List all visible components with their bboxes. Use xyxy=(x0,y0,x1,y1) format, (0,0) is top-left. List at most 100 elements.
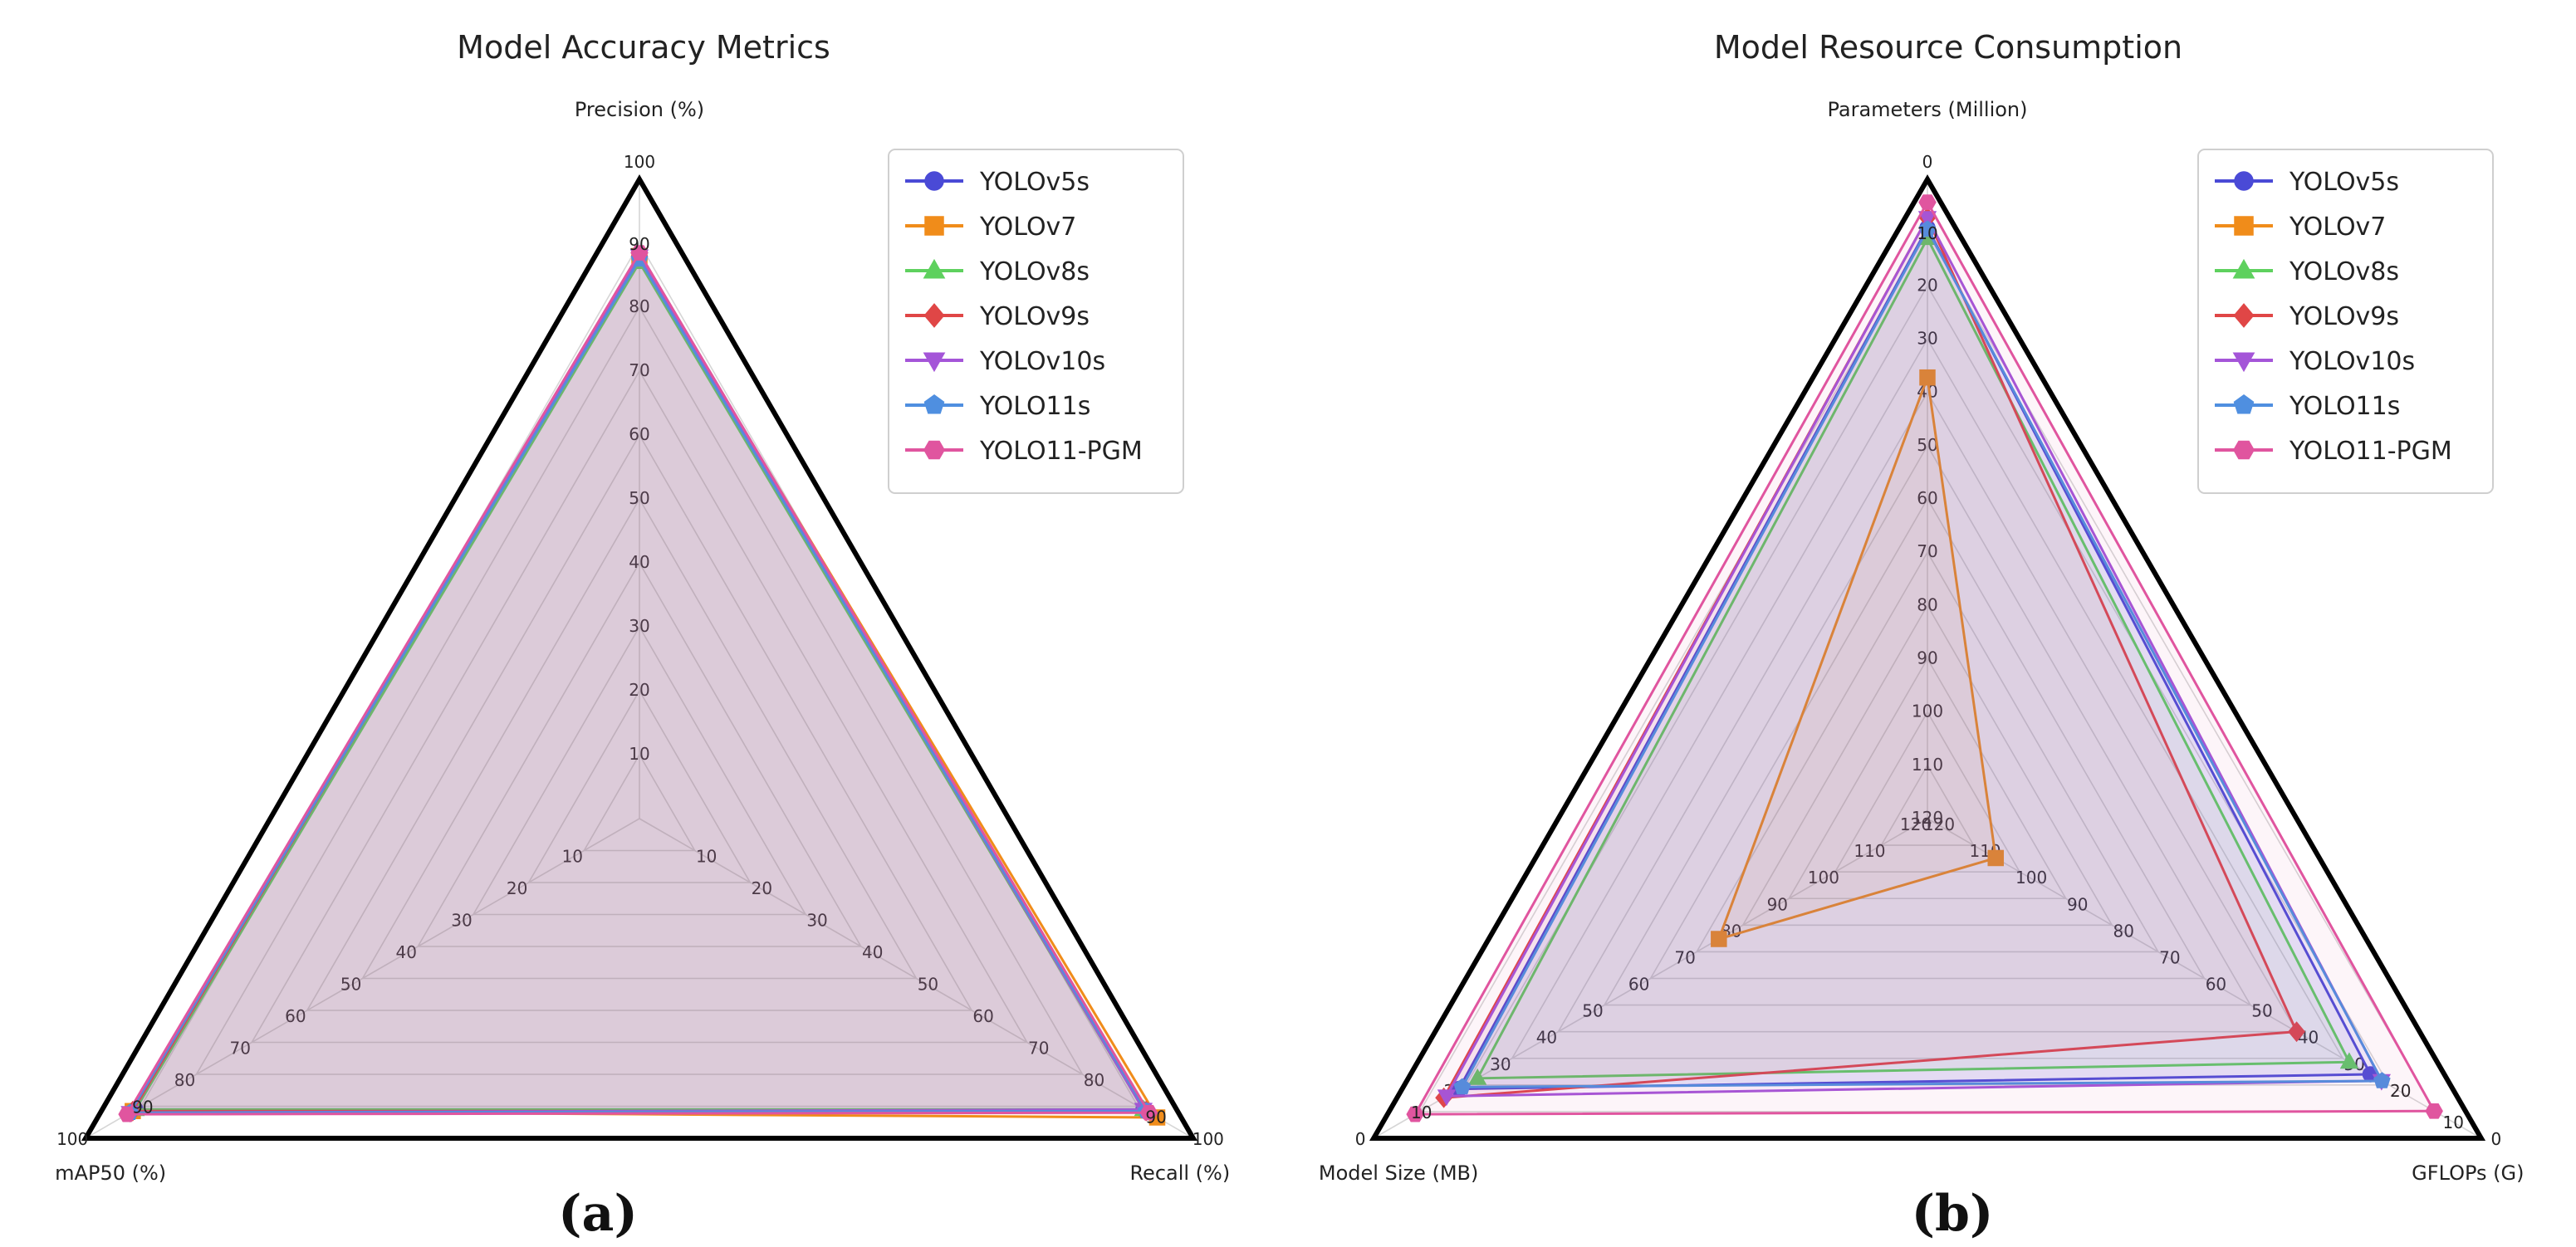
tick-label: 60 xyxy=(629,424,649,444)
legend-marker xyxy=(2232,352,2255,373)
radar-chart-resources: Model Resource Consumption 20 30 40 50 60 70 80… xyxy=(1319,29,2525,1243)
tick-label: 40 xyxy=(1536,1028,1557,1048)
chart-title: Model Accuracy Metrics xyxy=(457,29,830,66)
tick-label: 20 xyxy=(752,878,772,898)
legend-label: YOLOv10s xyxy=(2289,347,2415,376)
legend-label: YOLOv5s xyxy=(979,168,1090,197)
legend-entry: YOLOv7 xyxy=(905,213,1076,242)
series-yolo11s xyxy=(1453,220,2391,1095)
grid-ring xyxy=(306,433,973,1011)
legend-label: YOLO11s xyxy=(979,392,1090,421)
outer-frame xyxy=(81,174,1198,1141)
grid-ring xyxy=(582,753,697,852)
grid-ring xyxy=(472,625,807,916)
tick-label: 50 xyxy=(629,488,649,508)
tick-label: 120 xyxy=(1900,814,1932,834)
tick-label: 50 xyxy=(1917,435,1937,455)
legend-marker xyxy=(924,171,944,191)
legend-label: YOLOv9s xyxy=(979,302,1090,331)
legend-entry: YOLOv10s xyxy=(905,347,1105,376)
tick-label: 90 xyxy=(1917,648,1937,668)
axis-spoke xyxy=(85,818,640,1139)
tick-label: 80 xyxy=(1917,594,1937,614)
tick-label: 30 xyxy=(1917,329,1937,349)
series-line xyxy=(125,252,1150,1116)
legend-entry: YOLOv10s xyxy=(2215,347,2415,376)
legend-label: YOLO11-PGM xyxy=(979,437,1143,466)
tick-label: 20 xyxy=(629,680,649,700)
legend-entry: YOLOv8s xyxy=(905,257,1090,286)
axis-label-right: Recall (%) xyxy=(1129,1161,1230,1185)
tick-label: 50 xyxy=(2251,1001,2272,1021)
chart-title: Model Resource Consumption xyxy=(1714,29,2182,66)
tick-label: 100 xyxy=(1808,868,1839,888)
grid-ring xyxy=(1511,337,2344,1059)
tick-label: 20 xyxy=(507,878,527,898)
legend-entry: YOLO11s xyxy=(905,392,1090,421)
tick-label: 100 xyxy=(2015,868,2047,888)
legend-marker xyxy=(923,303,945,328)
data-point xyxy=(1919,369,1936,386)
tick-label-max: 0 xyxy=(2490,1129,2501,1149)
tick-label-max: 0 xyxy=(1922,152,1933,172)
tick-label: 50 xyxy=(1582,1001,1603,1021)
legend-label: YOLOv5s xyxy=(2289,168,2399,197)
legend-label: YOLOv8s xyxy=(979,257,1090,286)
data-point xyxy=(2373,1072,2391,1088)
series-yolov10s xyxy=(1437,211,2391,1107)
legend-marker xyxy=(923,258,946,279)
data-point xyxy=(1987,849,2004,867)
data-point xyxy=(2339,1052,2359,1069)
legend-marker xyxy=(2233,440,2255,460)
grid-ring xyxy=(1880,764,1975,846)
tick-label: 50 xyxy=(918,975,938,995)
tick-label: 70 xyxy=(1917,541,1937,561)
data-point xyxy=(118,1106,136,1122)
data-point xyxy=(1468,1068,1487,1085)
grid xyxy=(1373,179,2482,1139)
panel-a: Model Accuracy Metrics 10 20 30 40 50 60 70 80 10… xyxy=(55,29,1230,1243)
grid-ring xyxy=(527,689,752,883)
grid-ring xyxy=(1649,497,2206,980)
figure-caption: (b) xyxy=(1912,1185,1994,1243)
legend-entry: YOLO11-PGM xyxy=(2215,437,2452,466)
legend-entry: YOLOv7 xyxy=(2215,213,2386,242)
series-yolov8s xyxy=(1468,228,2359,1085)
tick-label: 40 xyxy=(862,942,883,962)
tick-label: 40 xyxy=(629,552,649,572)
figure-caption: (a) xyxy=(558,1185,638,1243)
data-point xyxy=(1437,1089,1457,1107)
data-point xyxy=(2425,1103,2443,1119)
legend: YOLOv5s YOLOv7 YOLOv8s YOLOv9s YOLOv10s YOLO1… xyxy=(2197,149,2494,494)
legend-entry: YOLOv8s xyxy=(2215,257,2399,286)
tick-label: 60 xyxy=(1917,488,1937,508)
tick-label: 80 xyxy=(1084,1070,1104,1090)
series-line xyxy=(1717,376,1997,941)
outer-frame xyxy=(1369,174,2486,1141)
grid-ring xyxy=(1787,657,2068,900)
tick-label: 30 xyxy=(451,911,472,931)
series-line xyxy=(1476,237,2351,1080)
legend-entry: YOLOv9s xyxy=(2215,302,2399,331)
data-point xyxy=(1918,194,1937,210)
legend-entry: YOLO11s xyxy=(2215,392,2400,421)
legend-label: YOLOv8s xyxy=(2289,257,2399,286)
tick-label-near-max: 90 xyxy=(1145,1108,1166,1127)
axis-label-top: Precision (%) xyxy=(575,98,704,121)
legend-marker xyxy=(2233,394,2255,414)
tick-label: 110 xyxy=(1912,755,1943,775)
tick-label: 80 xyxy=(629,296,649,316)
tick-label: 70 xyxy=(229,1039,250,1059)
legend-marker xyxy=(923,440,945,460)
data-point xyxy=(2288,1021,2305,1043)
legend-box xyxy=(888,149,1184,494)
grid-ring xyxy=(1834,711,2021,873)
legend-label: YOLO11s xyxy=(2289,392,2400,421)
series-line xyxy=(1457,226,2372,1091)
tick-label: 90 xyxy=(1767,894,1788,914)
axis-label-left: mAP50 (%) xyxy=(55,1161,166,1185)
tick-label: 50 xyxy=(340,975,361,995)
tick-label: 120 xyxy=(1912,808,1943,828)
series-layer xyxy=(118,245,1166,1126)
legend-marker xyxy=(2234,216,2254,236)
